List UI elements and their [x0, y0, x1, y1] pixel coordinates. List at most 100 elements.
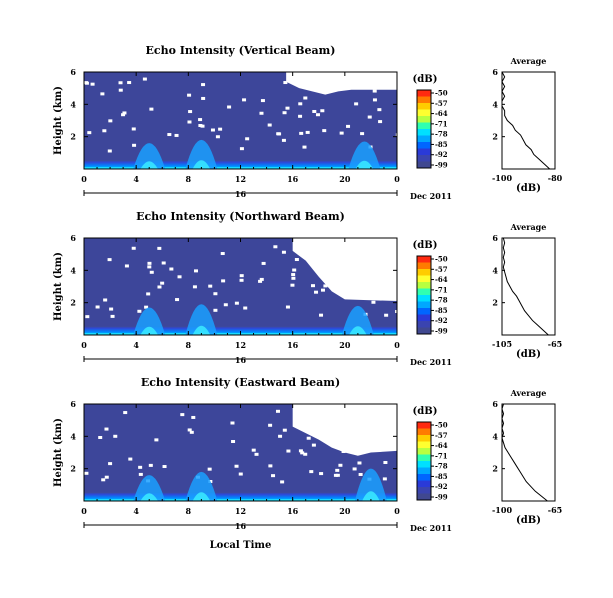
average-frame	[501, 237, 556, 336]
average-profile-line	[501, 403, 548, 502]
echo-plume-core	[192, 492, 211, 501]
colorbar-swatch	[417, 90, 431, 97]
colorbar-swatch	[417, 288, 431, 296]
missing-data-pixel	[242, 98, 247, 102]
day-label: 16	[235, 355, 247, 365]
month-label: Dec 2011	[410, 523, 452, 533]
colorbar: (dB) -50-57-64-71 -78-85-92 -99	[413, 74, 448, 170]
missing-data-pixel	[268, 423, 273, 427]
missing-data-pixel	[234, 301, 239, 305]
colorbar-swatch	[417, 493, 431, 501]
missing-data-pixel	[298, 449, 303, 453]
missing-data-pixel	[154, 438, 159, 442]
missing-data-pixel	[251, 448, 256, 452]
missing-data-pixel	[104, 475, 109, 479]
colorbar-swatch	[417, 461, 431, 468]
missing-data-pixel	[258, 279, 263, 283]
missing-data-pixel	[104, 427, 109, 431]
missing-data-pixel	[90, 82, 95, 86]
y-tick-label: 6	[70, 233, 76, 243]
missing-data-pixel	[200, 124, 205, 128]
colorbar-swatch	[417, 161, 431, 169]
x-tick-label: 12	[235, 506, 246, 516]
missing-data-pixel	[239, 274, 244, 278]
colorbar-tick-label: -71	[435, 285, 448, 294]
missing-data-pixel	[167, 133, 172, 137]
colorbar-tick-label: -64	[435, 109, 448, 118]
missing-data-pixel	[315, 113, 320, 117]
missing-data-pixel	[254, 452, 259, 456]
missing-data-pixel	[175, 298, 180, 302]
missing-data-pixel	[294, 258, 299, 262]
x-tick-label: 0	[394, 340, 400, 350]
missing-data-pixel	[147, 261, 152, 265]
x-tick-label: 12	[235, 174, 246, 184]
missing-data-pixel	[314, 290, 319, 294]
missing-data-pixel	[110, 314, 115, 318]
missing-data-pixel	[118, 88, 123, 92]
colorbar-tick-label: -78	[435, 462, 448, 471]
missing-data-pixel	[300, 414, 305, 418]
average-x-tick-label: -65	[548, 505, 562, 515]
missing-data-pixel	[281, 250, 286, 254]
missing-data-pixel	[109, 307, 114, 311]
x-tick-label: 16	[287, 340, 299, 350]
missing-data-pixel	[280, 480, 285, 484]
y-tick-label: 4	[70, 265, 76, 275]
average-profile: Average 6 4 2 -100 -65 (dB)	[492, 388, 562, 526]
colorbar-tick-label: -57	[435, 265, 448, 274]
missing-data-pixel	[157, 246, 162, 250]
panel-title: Echo Intensity (Northward Beam)	[136, 210, 345, 223]
colorbar-tick-label: -57	[435, 99, 448, 108]
missing-data-pixel	[320, 288, 325, 292]
average-frame	[501, 71, 556, 170]
missing-data-pixel	[85, 315, 90, 319]
missing-data-pixel	[285, 106, 290, 110]
echo-plume-core	[140, 161, 159, 169]
colorbar-swatch	[417, 327, 431, 335]
missing-data-pixel	[303, 452, 308, 456]
y-tick-label: 2	[70, 464, 76, 474]
panel-3: Echo Intensity (Eastward Beam) 0 4 8 12 16 20 0…	[53, 376, 562, 533]
average-profile: Average 6 4 2 -105 -65 (dB)	[492, 222, 562, 360]
missing-data-pixel	[230, 421, 235, 425]
missing-data-pixel	[368, 264, 373, 268]
missing-data-pixel	[161, 261, 166, 265]
colorbar-tick-label: -50	[435, 89, 448, 98]
missing-data-pixel	[118, 81, 123, 85]
missing-data-pixel	[283, 81, 288, 85]
missing-data-pixel	[299, 131, 304, 135]
missing-data-pixel	[148, 463, 153, 467]
missing-data-pixel	[137, 309, 142, 313]
missing-data-pixel	[157, 285, 162, 289]
missing-data-pixel	[128, 457, 133, 461]
missing-data-pixel	[281, 138, 286, 142]
x-tick-label: 8	[186, 174, 192, 184]
missing-data-pixel	[188, 110, 193, 114]
missing-data-pixel	[302, 145, 307, 149]
x-tick-label: 4	[133, 340, 139, 350]
colorbar-swatch	[417, 262, 431, 270]
panel-title: Echo Intensity (Eastward Beam)	[141, 376, 340, 389]
missing-data-pixel	[192, 285, 197, 289]
missing-data-pixel	[360, 251, 365, 255]
missing-data-pixel	[234, 464, 239, 468]
missing-data-pixel	[335, 468, 340, 472]
missing-data-pixel	[127, 81, 132, 85]
missing-data-pixel	[377, 108, 382, 112]
missing-data-pixel	[378, 416, 383, 420]
x-tick-label: 0	[394, 174, 400, 184]
missing-data-pixel	[273, 245, 278, 249]
x-tick-label: 20	[339, 340, 351, 350]
colorbar-swatch	[417, 122, 431, 130]
missing-data-pixel	[312, 249, 317, 253]
missing-data-pixel	[275, 409, 280, 413]
missing-data-pixel	[322, 270, 327, 274]
average-profile-line	[502, 237, 549, 336]
average-frame	[501, 403, 556, 502]
average-title: Average	[510, 56, 547, 66]
colorbar-swatch	[417, 96, 431, 104]
panel-1: Echo Intensity (Vertical Beam) 0 4 8 12 16 20 0…	[53, 44, 563, 201]
panel-2: Echo Intensity (Northward Beam)0 4 8 12 16 20…	[53, 210, 562, 367]
missing-data-pixel	[107, 149, 112, 153]
